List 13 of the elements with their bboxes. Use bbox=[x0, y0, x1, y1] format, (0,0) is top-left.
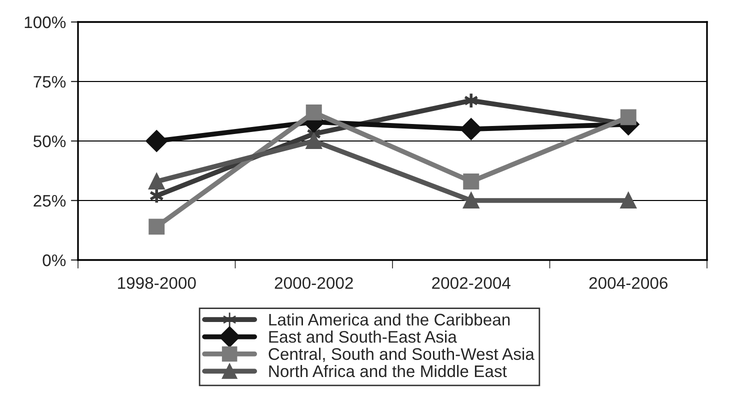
legend-label: Central, South and South-West Asia bbox=[268, 348, 534, 362]
x-tick-label: 1998-2000 bbox=[118, 277, 196, 289]
y-tick-label: 100% bbox=[24, 16, 66, 28]
legend-label: Latin America and the Caribbean bbox=[269, 313, 510, 326]
x-tick-label: 2004-2006 bbox=[589, 277, 668, 289]
y-tick-label: 25% bbox=[34, 194, 66, 207]
y-tick-label: 75% bbox=[34, 76, 66, 88]
legend-label: North Africa and the Middle East bbox=[269, 364, 507, 378]
y-tick-label: 50% bbox=[34, 135, 66, 148]
y-tick-label: 0% bbox=[42, 254, 66, 266]
x-tick-label: 2002-2004 bbox=[432, 277, 510, 289]
legend-label: East and South-East Asia bbox=[269, 330, 457, 343]
x-tick-label: 2000-2002 bbox=[274, 277, 353, 289]
